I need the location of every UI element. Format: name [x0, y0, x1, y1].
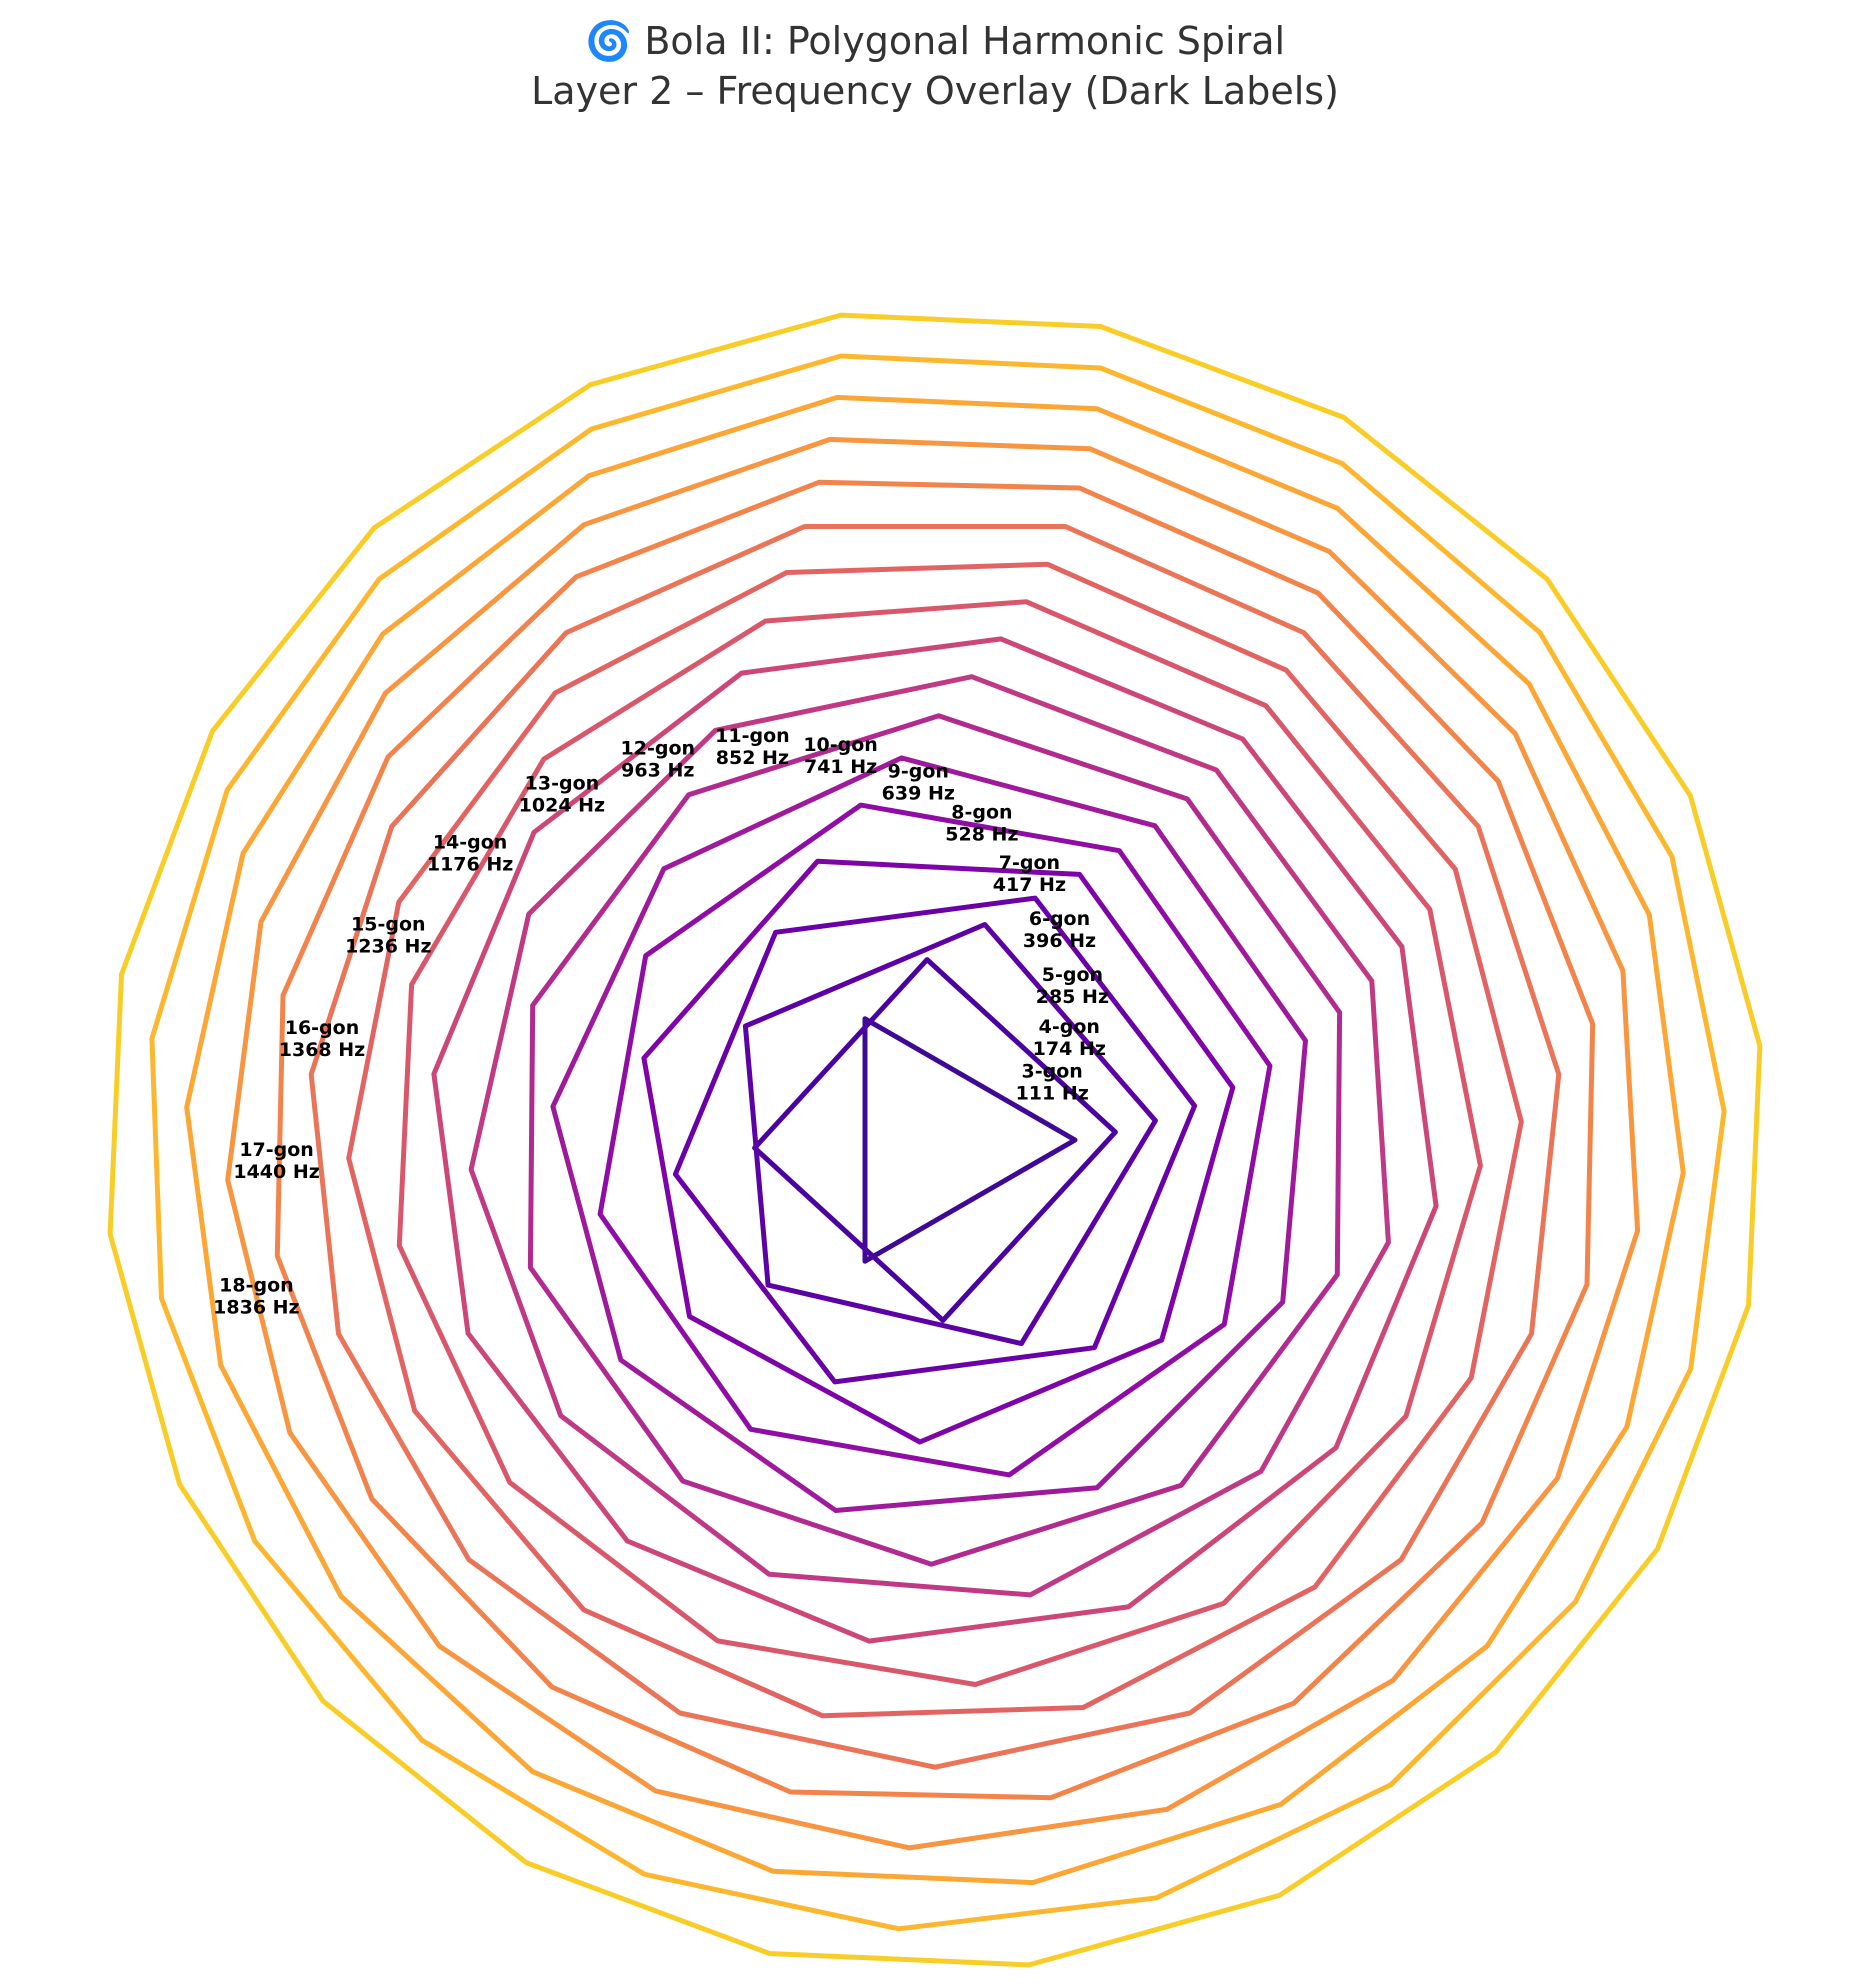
polygon-label-16-gon: 16-gon 1368 Hz — [279, 1017, 365, 1061]
polygon-label-17-gon: 17-gon 1440 Hz — [233, 1139, 319, 1183]
polygon-label-frequency: 963 Hz — [621, 759, 694, 781]
polygon-label-frequency: 1176 Hz — [427, 854, 513, 876]
polygon-label-frequency: 1368 Hz — [279, 1039, 365, 1061]
polygon-label-frequency: 1836 Hz — [213, 1296, 299, 1318]
polygon-label-frequency: 639 Hz — [882, 783, 955, 805]
polygon-label-5-gon: 5-gon 285 Hz — [1036, 964, 1109, 1008]
polygon-16-gon — [274, 479, 1596, 1801]
polygon-15-gon — [308, 524, 1562, 1770]
polygon-label-frequency: 1236 Hz — [345, 936, 431, 958]
polygon-11-gon — [468, 674, 1391, 1598]
polygon-18-gon — [184, 394, 1686, 1886]
polygon-8-gon — [597, 802, 1273, 1478]
polygon-label-name: 8-gon — [951, 802, 1012, 824]
polygon-label-11-gon: 11-gon 852 Hz — [715, 725, 790, 769]
polygon-label-name: 14-gon — [433, 832, 508, 854]
polygon-9-gon — [550, 755, 1308, 1513]
polygon-7-gon — [641, 858, 1236, 1445]
polygon-label-frequency: 417 Hz — [993, 874, 1066, 896]
polygon-label-name: 3-gon — [1022, 1060, 1083, 1082]
polygon-label-name: 7-gon — [999, 852, 1060, 874]
polygon-group — [107, 312, 1763, 1968]
polygon-label-3-gon: 3-gon 111 Hz — [1016, 1060, 1089, 1104]
polygon-14-gon — [346, 561, 1524, 1719]
polygon-label-6-gon: 6-gon 396 Hz — [1023, 908, 1096, 952]
polygon-6-gon — [672, 895, 1198, 1385]
polygon-label-name: 16-gon — [285, 1017, 360, 1039]
polygon-label-frequency: 528 Hz — [945, 824, 1018, 846]
polygon-label-name: 9-gon — [888, 761, 949, 783]
polygon-label-frequency: 1440 Hz — [233, 1161, 319, 1183]
polygon-label-13-gon: 13-gon 1024 Hz — [519, 773, 605, 817]
polygon-label-name: 17-gon — [239, 1139, 314, 1161]
label-group: 3-gon 111 Hz4-gon 174 Hz5-gon 285 Hz6-gon 39… — [213, 725, 1109, 1318]
polygon-label-18-gon: 18-gon 1836 Hz — [213, 1274, 299, 1318]
polygon-5-gon — [742, 922, 1158, 1347]
polygon-label-4-gon: 4-gon 174 Hz — [1033, 1016, 1106, 1060]
polygon-label-name: 5-gon — [1042, 964, 1103, 986]
polygon-label-12-gon: 12-gon 963 Hz — [621, 737, 696, 781]
polygon-label-14-gon: 14-gon 1176 Hz — [427, 832, 513, 876]
polygon-3-gon — [862, 1016, 1078, 1264]
polygon-label-name: 12-gon — [621, 737, 696, 759]
polygon-label-15-gon: 15-gon 1236 Hz — [345, 914, 431, 958]
polygon-10-gon — [527, 713, 1343, 1567]
polygon-13-gon — [396, 599, 1483, 1687]
polygon-label-10-gon: 10-gon 741 Hz — [803, 734, 878, 778]
polygon-label-frequency: 174 Hz — [1033, 1038, 1106, 1060]
polygon-label-frequency: 852 Hz — [716, 747, 789, 769]
polygon-label-frequency: 1024 Hz — [519, 795, 605, 817]
polygon-label-name: 6-gon — [1029, 908, 1090, 930]
polygon-label-9-gon: 9-gon 639 Hz — [882, 761, 955, 805]
polygon-label-frequency: 285 Hz — [1036, 986, 1109, 1008]
polygon-label-name: 10-gon — [803, 734, 878, 756]
polygon-20-gon — [107, 312, 1763, 1968]
title-line-2: Layer 2 – Frequency Overlay (Dark Labels… — [531, 69, 1339, 113]
polygon-label-8-gon: 8-gon 528 Hz — [945, 802, 1018, 846]
title-line-1: 🌀 Bola II: Polygonal Harmonic Spiral — [585, 18, 1285, 63]
polygon-label-name: 15-gon — [351, 914, 426, 936]
polygon-label-name: 4-gon — [1039, 1016, 1100, 1038]
polygon-label-frequency: 396 Hz — [1023, 930, 1096, 952]
polygon-label-name: 13-gon — [525, 773, 600, 795]
polygon-label-name: 11-gon — [715, 725, 790, 747]
polygon-label-frequency: 111 Hz — [1016, 1082, 1089, 1104]
polygon-17-gon — [225, 436, 1641, 1851]
polygon-label-name: 18-gon — [219, 1274, 294, 1296]
polygon-12-gon — [431, 636, 1439, 1644]
polygon-19-gon — [149, 353, 1727, 1932]
polygon-label-7-gon: 7-gon 417 Hz — [993, 852, 1066, 896]
polygon-label-frequency: 741 Hz — [804, 756, 877, 778]
